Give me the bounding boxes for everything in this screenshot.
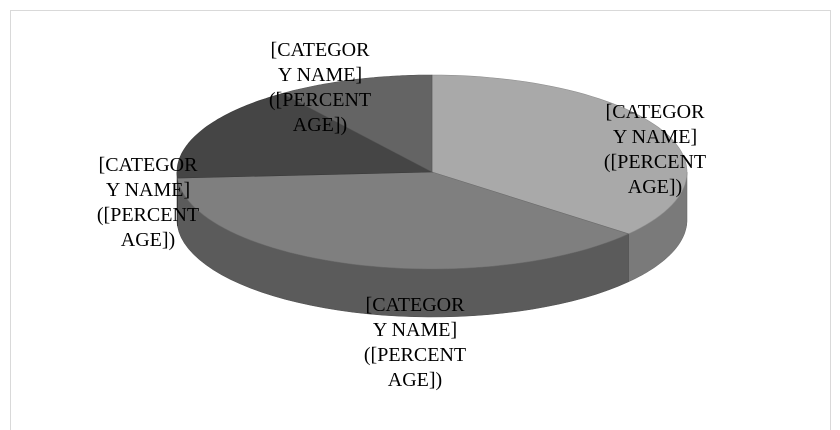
pie-slice bbox=[281, 74, 433, 173]
data-label: [CATEGORY NAME] ([PERCENTAGE]) bbox=[96, 154, 200, 251]
data-label: [CATEGORY NAME] ([PERCENTAGE]) bbox=[603, 101, 707, 198]
data-label: [CATEGORY NAME] ([PERCENTAGE]) bbox=[363, 294, 467, 391]
data-label: [CATEGORY NAME] ([PERCENTAGE]) bbox=[268, 39, 372, 136]
pie-slice bbox=[431, 74, 688, 235]
pie-slice bbox=[177, 171, 630, 270]
pie-slice bbox=[176, 93, 434, 179]
